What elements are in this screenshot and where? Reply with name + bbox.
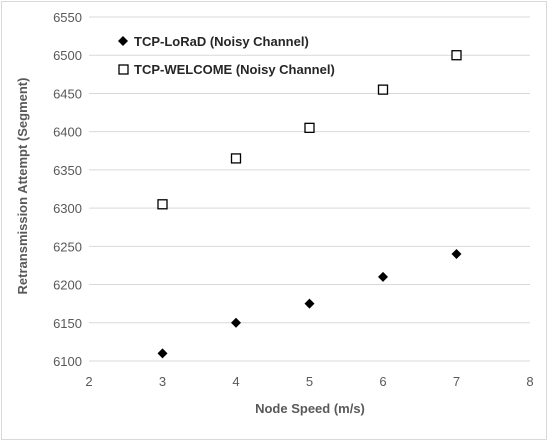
y-axis-title: Retransmission Attempt (Segment) [15,78,30,295]
data-points [157,50,462,359]
y-tick-label: 6500 [53,48,82,63]
y-tick-label: 6400 [53,125,82,140]
x-tick-label: 2 [85,374,92,389]
y-tick-label: 6250 [53,239,82,254]
legend-item-welcome: TCP-WELCOME (Noisy Channel) [118,62,335,77]
legend-label-lorad: TCP-LoRaD (Noisy Channel) [134,34,309,49]
x-tick-label: 4 [232,374,239,389]
x-axis-ticks: 2 3 4 5 6 7 8 [85,374,533,389]
data-point-welcome [451,50,462,61]
x-tick-label: 7 [453,374,460,389]
y-tick-label: 6200 [53,278,82,293]
y-tick-label: 6300 [53,201,82,216]
legend-marker-square [118,64,129,75]
data-point-welcome [304,122,315,133]
data-point-welcome [157,199,168,210]
legend: TCP-LoRaD (Noisy Channel) TCP-WELCOME (N… [118,34,335,77]
data-point-welcome [377,84,389,95]
x-tick-label: 8 [526,374,533,389]
y-tick-label: 6350 [53,163,82,178]
data-point-lorad [304,298,315,309]
y-tick-label: 6150 [53,316,82,331]
x-axis-title: Node Speed (m/s) [255,401,365,416]
y-tick-label: 6100 [53,354,82,369]
data-point-lorad [157,348,168,359]
data-point-lorad [231,317,241,328]
legend-label-welcome: TCP-WELCOME (Noisy Channel) [134,62,335,77]
x-tick-label: 3 [159,374,166,389]
y-tick-label: 6550 [53,10,82,25]
data-point-lorad [451,248,462,259]
gridlines [89,16,530,362]
legend-marker-diamond [118,36,128,46]
x-tick-label: 5 [306,374,313,389]
legend-item-lorad: TCP-LoRaD (Noisy Channel) [118,34,309,49]
data-point-welcome [230,153,242,164]
x-tick-label: 6 [379,374,386,389]
y-tick-label: 6450 [53,86,82,101]
y-axis-ticks: 6100 6150 6200 6250 6300 6350 6400 6450 6500 6550 [53,10,82,369]
data-point-lorad [378,271,388,282]
